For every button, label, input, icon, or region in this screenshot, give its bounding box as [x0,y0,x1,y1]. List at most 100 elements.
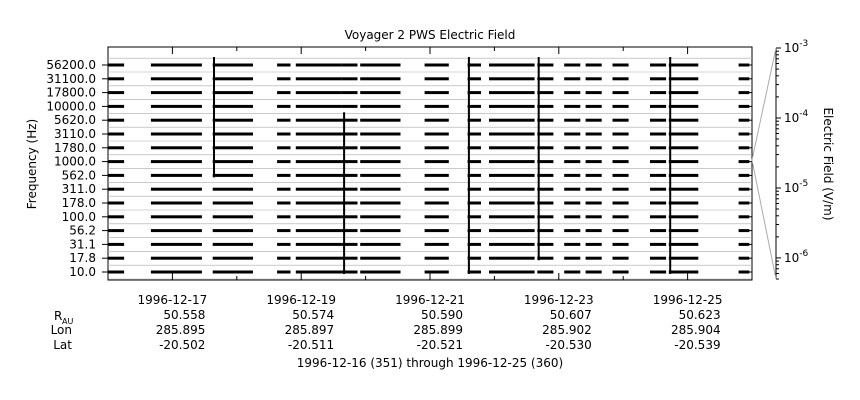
channel-trace [212,104,253,108]
channel-trace [360,270,401,274]
channel-trace [277,146,291,150]
channel-trace [489,201,535,205]
ephemeris-value: 285.899 [413,323,463,337]
channel-trace [537,270,554,274]
y-tick-label: 3110.0 [54,127,96,141]
ephemeris-value: -20.521 [417,338,463,352]
channel-trace [295,201,342,205]
channel-trace [564,132,581,136]
channel-trace [108,215,125,219]
channel-trace [360,118,401,122]
channel-trace [150,187,202,191]
channel-trace [360,187,401,191]
y-tick-label: 1780.0 [54,141,96,155]
channel-trace [537,242,554,246]
channel-trace [650,91,667,95]
channel-trace [212,270,253,274]
channel-trace [650,160,667,164]
channel-trace [150,229,202,233]
channel-trace [150,146,202,150]
ephemeris-value: 285.897 [285,323,335,337]
channel-trace [341,104,358,108]
channel-trace [612,215,629,219]
channel-trace [564,104,581,108]
channel-trace [277,160,291,164]
channel-trace [150,132,202,136]
channel-trace [150,91,202,95]
channel-trace [295,63,342,67]
channel-trace [564,91,581,95]
channel-trace [360,132,401,136]
channel-trace [108,187,125,191]
channel-trace [564,118,581,122]
channel-trace [467,201,481,205]
ephemeris-value: 50.590 [421,308,463,322]
date-range-footer: 1996-12-16 (351) through 1996-12-25 (360… [297,356,563,370]
y-tick-label: 1000.0 [54,155,96,169]
channel-trace [341,63,358,67]
channel-trace [564,229,581,233]
channel-trace [668,63,699,67]
channel-trace [295,187,342,191]
channel-trace [537,160,554,164]
channel-trace [360,104,401,108]
channel-trace [489,77,535,81]
colorbar-tick-label: 10-6 [784,249,809,265]
channel-trace [467,215,481,219]
y-tick-label: 17.8 [69,251,96,265]
channel-trace [212,132,253,136]
channel-trace [277,77,291,81]
channel-trace [585,104,602,108]
channel-trace [489,91,535,95]
channel-trace [738,63,750,67]
channel-trace [277,229,291,233]
channel-trace [424,173,449,177]
channel-trace [489,63,535,67]
channel-trace [612,77,629,81]
ephemeris-lon-label: Lon [51,323,72,337]
channel-trace [564,215,581,219]
channel-trace [612,173,629,177]
colorbar: 10-3 10-4 10-5 10-6 [751,39,809,280]
channel-trace [467,146,481,150]
channel-trace [341,256,358,260]
channel-trace [668,242,699,246]
y-tick-label: 562.0 [62,168,96,182]
channel-trace [738,132,750,136]
channel-trace [467,77,481,81]
channel-trace [341,173,358,177]
channel-trace [537,146,554,150]
ephemeris-value: 285.895 [156,323,206,337]
channel-trace [612,187,629,191]
channel-trace [360,256,401,260]
channel-trace [612,91,629,95]
y-tick-label: 10000.0 [46,99,96,113]
channel-trace [108,229,125,233]
channel-trace [108,104,125,108]
channel-trace [564,242,581,246]
channel-trace [585,146,602,150]
ephemeris-value: 50.574 [292,308,334,322]
channel-trace [668,146,699,150]
channel-trace [489,173,535,177]
y-tick-label: 17800.0 [46,86,96,100]
channel-trace [537,201,554,205]
channel-trace [650,118,667,122]
channel-trace [668,173,699,177]
channel-trace [668,104,699,108]
channel-trace [650,201,667,205]
channel-trace [467,132,481,136]
channel-trace [108,173,125,177]
channel-trace [212,77,253,81]
channel-trace [150,160,202,164]
channel-trace [537,187,554,191]
ephemeris-value: -20.511 [288,338,334,352]
channel-trace [668,118,699,122]
ephemeris-value: 50.607 [550,308,592,322]
channel-trace [150,104,202,108]
channel-trace [108,270,125,274]
channel-trace [424,256,449,260]
ephemeris-value: -20.502 [159,338,205,352]
channel-trace [738,91,750,95]
channel-trace [612,229,629,233]
